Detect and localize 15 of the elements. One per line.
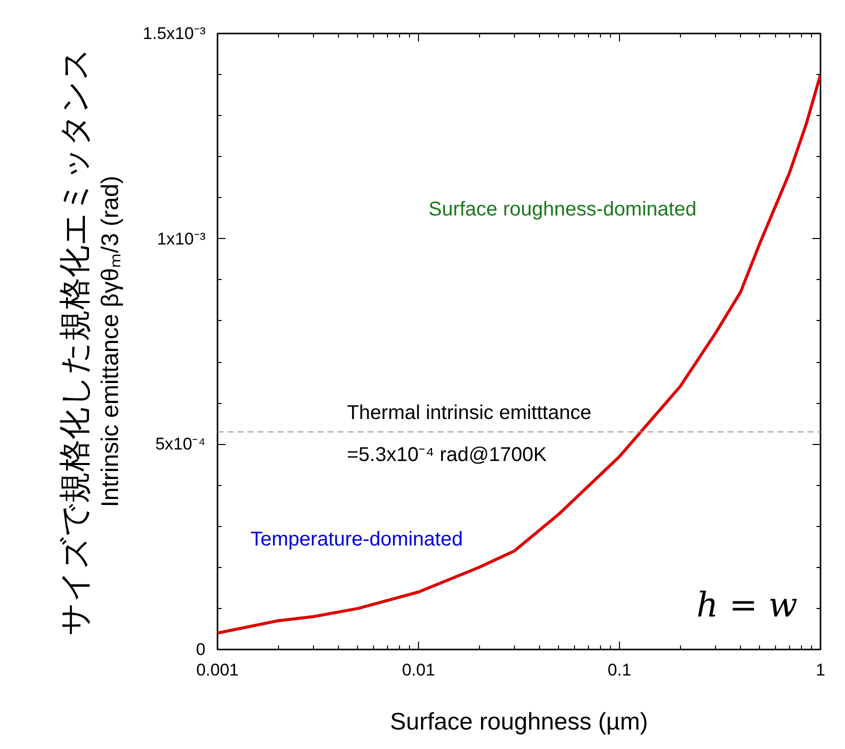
annotation: Surface roughness-dominated [428,198,696,220]
y-tick-label: 5x10⁻⁴ [155,434,206,454]
x-tick-label: 1 [816,660,826,680]
annotation: Temperature-dominated [250,528,463,550]
x-tick-label: 0.01 [402,660,436,680]
x-axis-title: Surface roughness (µm) [390,708,648,736]
annotation: Thermal intrinsic emitttance =5.3x10⁻⁴ rad@1700K [346,402,592,466]
annotation: h = w [696,586,798,626]
x-tick-label: 0.001 [196,660,239,680]
text: サイズで規格化した規格化エミッタンス [56,48,94,636]
y-tick-label: 0 [196,640,206,659]
y-axis-title: Intrinsic emittance βγθₘ/3 (rad) [96,176,124,508]
y-tick-label: 1x10⁻³ [156,229,206,248]
x-tick-label: 0.1 [608,660,632,680]
y-tick-label: 1.5x10⁻³ [142,24,206,43]
